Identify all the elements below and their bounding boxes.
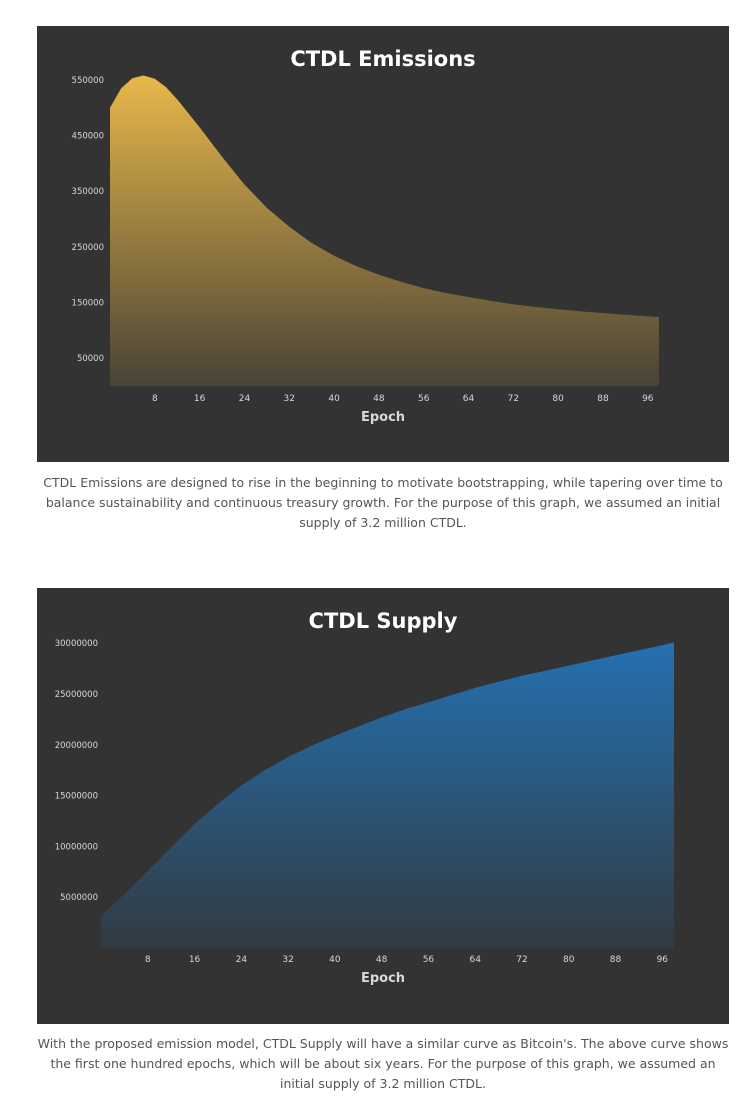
supply-chart-panel: CTDL Supply 5000000 10000000 15000000 200000… xyxy=(37,588,729,1024)
supply-x-axis-label: Epoch xyxy=(361,971,405,986)
supply-y-tick-label: 20000000 xyxy=(55,741,98,751)
emissions-x-tick-label: 88 xyxy=(597,394,609,404)
supply-y-tick-label: 15000000 xyxy=(55,792,98,802)
supply-x-tick-label: 64 xyxy=(469,955,481,965)
emissions-y-tick-label: 150000 xyxy=(72,299,104,309)
supply-x-tick-label: 72 xyxy=(516,955,527,965)
supply-y-tick-label: 30000000 xyxy=(55,639,98,649)
emissions-caption: CTDL Emissions are designed to rise in t… xyxy=(43,475,723,530)
emissions-x-tick-label: 24 xyxy=(239,394,251,404)
supply-x-tick-label: 16 xyxy=(189,955,201,965)
emissions-y-tick-label: 50000 xyxy=(77,354,104,364)
emissions-x-tick-label: 96 xyxy=(642,394,654,404)
emissions-x-tick-label: 80 xyxy=(552,394,564,404)
emissions-y-tick-label: 550000 xyxy=(72,76,104,86)
emissions-x-tick-label: 64 xyxy=(463,394,475,404)
emissions-x-axis-label: Epoch xyxy=(361,410,405,425)
emissions-y-tick-label: 350000 xyxy=(72,187,104,197)
emissions-y-tick-label: 450000 xyxy=(72,132,104,142)
supply-y-tick-label: 10000000 xyxy=(55,842,98,852)
emissions-chart: CTDL Emissions 50000 150000 250000 350000 450… xyxy=(72,47,659,425)
supply-area xyxy=(101,642,674,948)
emissions-x-tick-label: 32 xyxy=(284,394,295,404)
supply-x-tick-label: 24 xyxy=(236,955,248,965)
supply-x-tick-label: 96 xyxy=(657,955,669,965)
supply-x-tick-label: 40 xyxy=(329,955,341,965)
emissions-chart-panel: CTDL Emissions 50000 150000 250000 350000 450… xyxy=(37,26,729,462)
emissions-x-tick-label: 40 xyxy=(328,394,340,404)
supply-caption: With the proposed emission model, CTDL S… xyxy=(37,1036,729,1091)
emissions-x-tick-label: 8 xyxy=(152,394,158,404)
emissions-x-tick-label: 72 xyxy=(508,394,519,404)
supply-y-tick-label: 5000000 xyxy=(60,893,98,903)
supply-chart-title: CTDL Supply xyxy=(309,609,458,633)
supply-x-tick-label: 80 xyxy=(563,955,575,965)
emissions-x-tick-label: 48 xyxy=(373,394,385,404)
emissions-y-tick-label: 250000 xyxy=(72,243,104,253)
supply-x-tick-label: 56 xyxy=(423,955,435,965)
emissions-area xyxy=(110,75,659,386)
supply-x-tick-label: 88 xyxy=(610,955,622,965)
emissions-chart-title: CTDL Emissions xyxy=(290,47,475,71)
supply-x-tick-label: 32 xyxy=(282,955,293,965)
emissions-x-tick-label: 56 xyxy=(418,394,430,404)
supply-chart: CTDL Supply 5000000 10000000 15000000 200000… xyxy=(55,609,674,986)
supply-x-tick-label: 8 xyxy=(145,955,151,965)
supply-y-tick-label: 25000000 xyxy=(55,690,98,700)
supply-x-tick-label: 48 xyxy=(376,955,388,965)
emissions-x-tick-label: 16 xyxy=(194,394,206,404)
